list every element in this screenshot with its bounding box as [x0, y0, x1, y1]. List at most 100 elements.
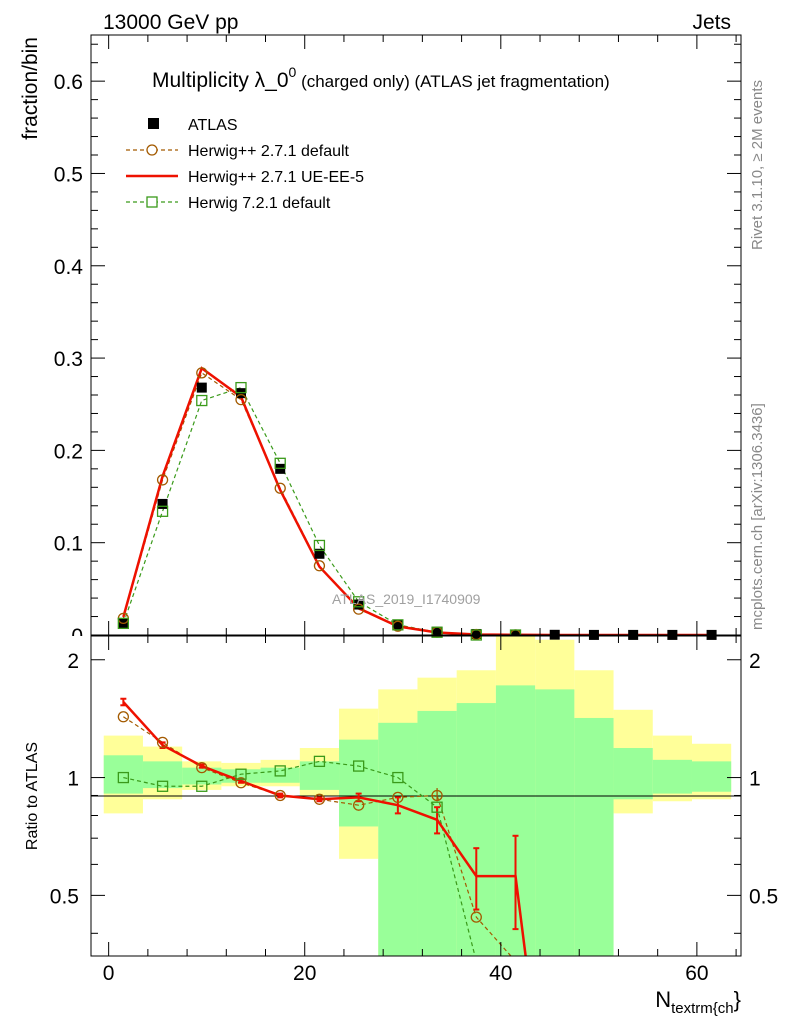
herwig721-point [392, 619, 404, 631]
herwigpp-default-point [274, 482, 286, 494]
herwig721-point [313, 539, 326, 552]
y-tick-label: 0.6 [54, 71, 83, 94]
legend-atlas-marker [148, 118, 159, 129]
ratio-tick-label-right: 0.5 [749, 885, 778, 908]
ratio-herwig721-point [235, 768, 247, 780]
header-energy: 13000 GeV pp [103, 11, 238, 34]
legend-entry-atlas: ATLAS [148, 117, 238, 134]
ratio-tick-label-right: 1 [749, 768, 761, 791]
ratio-band-inner-bin [613, 748, 653, 800]
ratio-panel-cover-left [0, 636, 90, 956]
rivet-version-text: Rivet 3.1.10, ≥ 2M events [749, 80, 766, 250]
atlas-data-point [392, 619, 403, 630]
ratio-herwig721-point [431, 801, 443, 813]
herwigpp-default-point [352, 603, 365, 615]
ratio-band-inner-bin [535, 689, 575, 962]
legend-atlas-label: ATLAS [188, 117, 238, 134]
legend-herwigpp-default-label: Herwig++ 2.7.1 default [188, 143, 350, 160]
herwig721-point [431, 626, 443, 638]
herwigpp-default-point [156, 474, 169, 486]
herwig721-point [274, 457, 286, 469]
ratio-band-inner-bin [456, 703, 496, 962]
ratio-herwig721-point [156, 780, 169, 792]
main-plot-panel: 00.10.20.30.40.50.6 Multiplicity λ_00 (c… [19, 34, 742, 648]
ratio-band-inner-bin [142, 761, 183, 789]
ratio-band-inner-bin [299, 761, 340, 790]
ratio-herwigpp-default-point [313, 793, 326, 805]
ratio-plot-panel: 0 20 40 60 0.5 0.5 1 1 2 2 Ratio to ATLAS [0, 635, 786, 1024]
ratio-herwig721-line [123, 760, 477, 962]
atlas-data-point [432, 626, 443, 637]
mcplots-reference-text: mcplots.cern.ch [arXiv:1306.3436] [749, 403, 766, 630]
ratio-herwigpp-default-point [274, 789, 286, 802]
atlas-data-point [471, 628, 482, 639]
ratio-band-inner-bin [417, 710, 457, 962]
legend-herwigpp-ueee5-label: Herwig++ 2.7.1 UE-EE-5 [188, 169, 364, 186]
ratio-herwig721-point [196, 780, 208, 792]
ratio-herwigpp-default-point [235, 777, 247, 789]
ratio-band-inner-bin [260, 767, 300, 783]
ratio-plot-frame [90, 635, 742, 957]
analysis-watermark: ATLAS_2019_I1740909 [332, 591, 481, 607]
x-tick-label: 0 [103, 962, 115, 985]
ratio-band-inner-bin [378, 722, 418, 962]
ratio-herwig721-point [117, 771, 130, 784]
ratio-band-inner-bin [652, 759, 692, 794]
legend-herwig721-marker [146, 196, 158, 208]
ratio-herwig721-point [352, 760, 365, 772]
x-tick-label: 60 [685, 962, 708, 985]
ratio-band-inner-bin [574, 717, 614, 962]
herwigpp-default-point [313, 560, 326, 572]
chart-title: Multiplicity λ_00 (charged only) (ATLAS … [152, 64, 610, 92]
legend-herwig721-label: Herwig 7.2.1 default [188, 195, 331, 212]
ratio-y-axis-label: Ratio to ATLAS [24, 742, 41, 850]
ratio-herwigpp-default-point [431, 789, 443, 802]
herwigpp-default-point [235, 393, 247, 406]
ratio-tick-label: 0.5 [50, 885, 79, 908]
y-tick-label: 0.5 [54, 163, 83, 186]
ratio-tick-label-right: 2 [749, 650, 761, 673]
herwigpp-default-point [196, 367, 208, 379]
ratio-herwigpp-default-point [156, 736, 169, 749]
x-tick-label: 40 [489, 962, 512, 985]
herwig721-point [196, 394, 208, 407]
x-axis-label: Ntextrm{ch} [655, 987, 741, 1017]
ratio-herwig721-point [274, 765, 286, 777]
main-plot-frame [90, 34, 742, 636]
legend: ATLAS Herwig++ 2.7.1 default Herwig++ 2.… [126, 117, 364, 212]
legend-entry-herwigpp-ueee5: Herwig++ 2.7.1 UE-EE-5 [126, 169, 364, 186]
y-tick-label: 0.3 [54, 348, 83, 371]
ratio-herwig721-point [392, 771, 404, 784]
atlas-data-point [196, 382, 207, 393]
y-tick-label: 0.4 [54, 256, 84, 279]
ratio-herwigpp-default-point [117, 711, 130, 723]
ratio-herwigpp-ueee5-line [122, 701, 528, 962]
legend-entry-herwigpp-default: Herwig++ 2.7.1 default [126, 143, 350, 160]
ratio-tick-label: 1 [67, 768, 79, 791]
ratio-band-inner-bin [221, 769, 261, 783]
y-tick-label: 0.2 [54, 440, 83, 463]
ratio-herwigpp-default-point [392, 791, 404, 804]
legend-herwigpp-default-marker [146, 144, 158, 156]
ratio-band-inner-bin [103, 755, 143, 794]
ratio-band-inner-bin [339, 739, 379, 827]
atlas-data-point [157, 498, 168, 509]
ratio-herwigpp-default-point [352, 799, 365, 811]
legend-entry-herwig721: Herwig 7.2.1 default [126, 195, 331, 212]
ratio-band-inner-bin [182, 767, 222, 785]
y-axis-label: fraction/bin [19, 37, 42, 140]
y-tick-label: 0.1 [54, 533, 83, 556]
herwig721-point [235, 381, 247, 394]
ratio-band-inner-bin [691, 761, 732, 792]
herwig721-point [117, 617, 130, 630]
ratio-herwig721-point [313, 755, 326, 768]
ratio-panel-cover-bottom [0, 956, 786, 1024]
ratio-herwigpp-default-point [470, 911, 482, 923]
herwig721-point [156, 505, 169, 517]
atlas-data-point [314, 548, 325, 559]
herwig721-point [352, 596, 365, 608]
header-category: Jets [692, 11, 731, 34]
ratio-herwigpp-default-point [196, 762, 208, 774]
ratio-tick-label: 2 [67, 650, 79, 673]
